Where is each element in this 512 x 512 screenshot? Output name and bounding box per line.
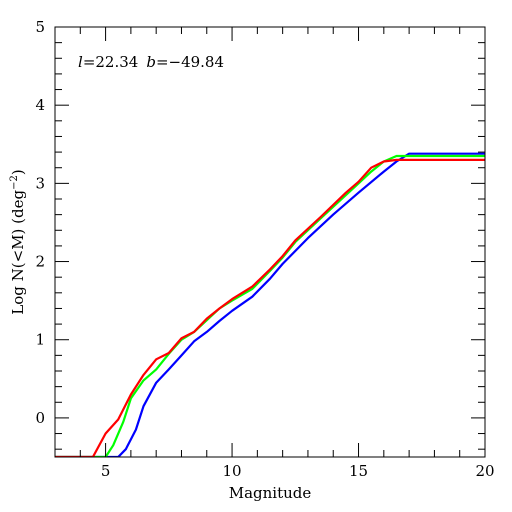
coordinates-annotation: l=22.34 b=−49.84 — [78, 53, 224, 71]
y-tick-label: 5 — [35, 18, 45, 36]
x-tick-labels: 5 10 15 20 — [101, 462, 495, 480]
x-tick-label: 10 — [223, 462, 242, 480]
annotation-b-symbol: b — [146, 53, 156, 71]
annotation-b-value: =−49.84 — [156, 53, 224, 71]
y-tick-label: 0 — [35, 409, 45, 427]
y-axis-label-exponent: −2 — [9, 175, 20, 190]
y-tick-label: 4 — [35, 96, 45, 114]
y-axis-label: Log N(<M) (deg−2) — [9, 169, 27, 314]
x-tick-label: 15 — [349, 462, 368, 480]
data-series-group — [55, 152, 485, 457]
plot-frame — [54, 26, 486, 458]
x-axis-label: Magnitude — [229, 484, 312, 502]
series-line-3 — [55, 158, 485, 457]
y-tick-label: 1 — [35, 331, 45, 349]
annotation-l-value: =22.34 — [83, 53, 139, 71]
series-line-2 — [55, 154, 485, 457]
axis-ticks — [54, 26, 486, 457]
y-tick-labels: 0 1 2 3 4 5 — [35, 18, 45, 427]
y-axis-label-close: ) — [9, 169, 27, 175]
y-tick-label: 3 — [35, 174, 45, 192]
series-line-1 — [55, 152, 485, 457]
y-tick-label: 2 — [35, 253, 45, 271]
annotation-l-symbol: l — [78, 53, 83, 71]
y-axis-label-main: Log N(<M) (deg — [9, 190, 27, 315]
x-tick-label: 20 — [475, 462, 494, 480]
x-tick-label: 5 — [101, 462, 111, 480]
